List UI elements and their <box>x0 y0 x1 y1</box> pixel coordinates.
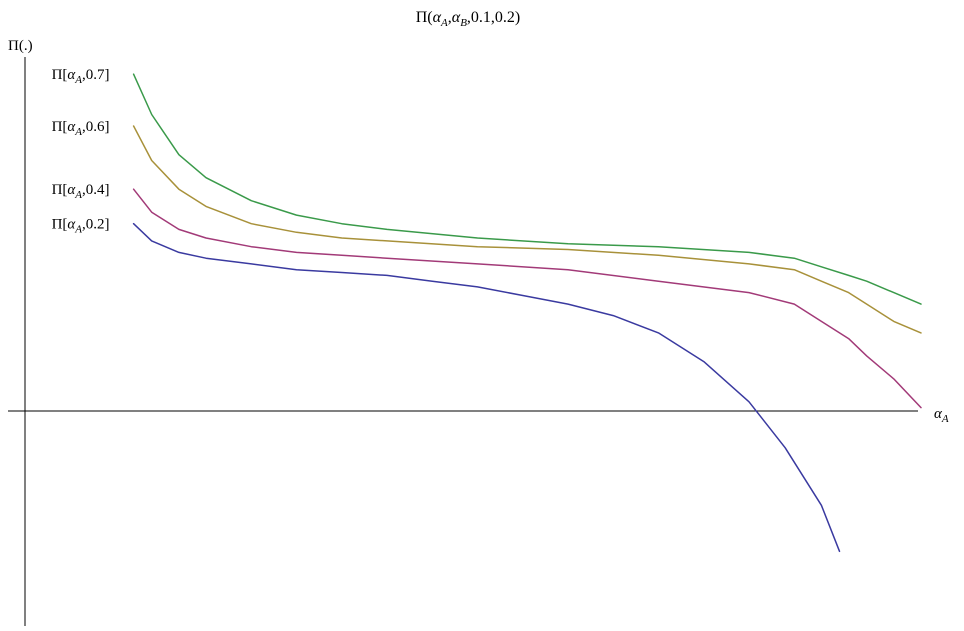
series-label-2: Π[αA,0.4] <box>52 182 110 201</box>
series-label-1: Π[αA,0.6] <box>52 119 110 138</box>
series-label-3: Π[αA,0.2] <box>52 217 110 236</box>
series-label-0: Π[αA,0.7] <box>52 67 110 86</box>
chart-title: Π(αA,αB,0.1,0.2) <box>416 9 521 29</box>
y-axis-label: Π(.) <box>8 38 33 54</box>
x-axis-label: αA <box>934 406 949 425</box>
series-line-3 <box>132 222 841 553</box>
series-group <box>132 73 922 553</box>
series-labels: Π[αA,0.7] Π[αA,0.6] Π[αA,0.4] Π[αA,0.2] <box>52 67 110 235</box>
series-line-2 <box>132 188 922 409</box>
series-line-0 <box>132 73 922 305</box>
series-line-1 <box>132 125 922 334</box>
